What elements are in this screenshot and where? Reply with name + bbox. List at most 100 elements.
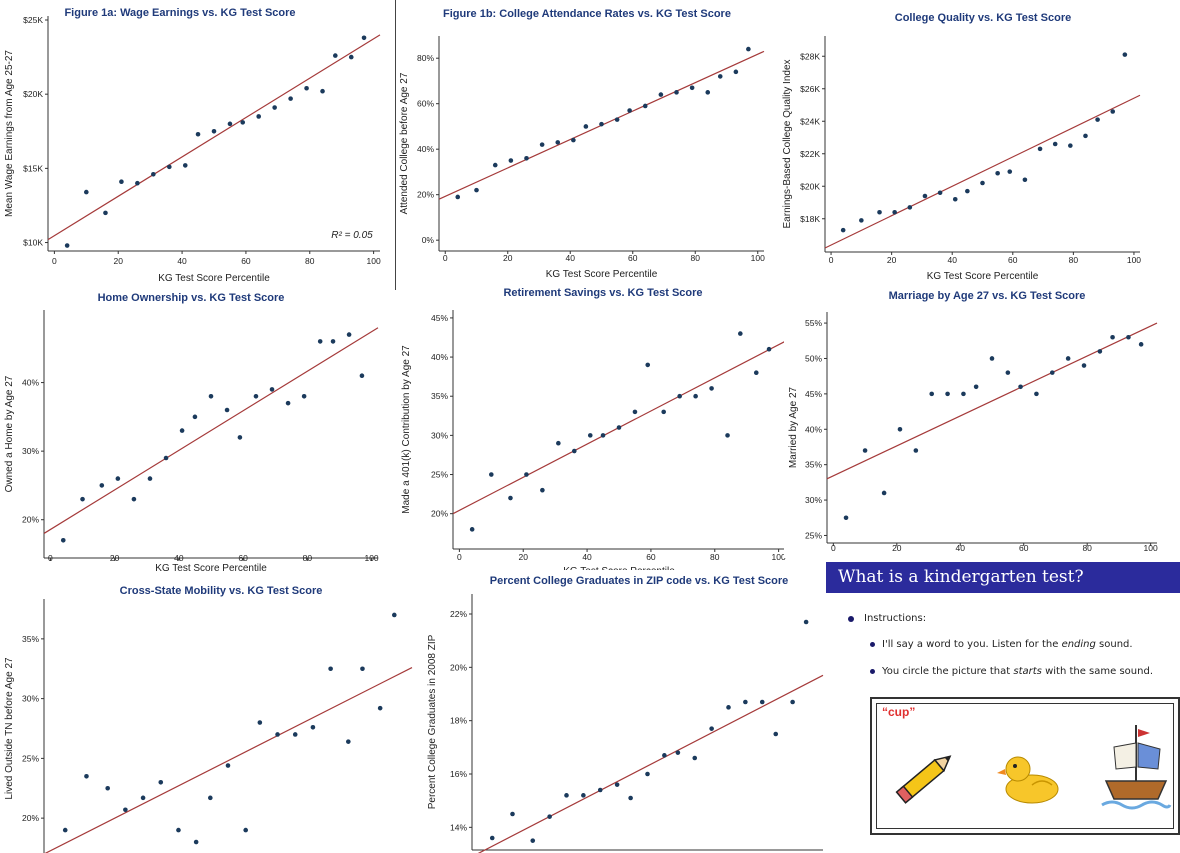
data-point (583, 124, 589, 129)
data-point (989, 356, 995, 361)
data-point (80, 496, 85, 502)
data-point (913, 448, 919, 453)
data-point (674, 90, 679, 95)
y-tick-label: 20% (431, 509, 448, 519)
y-tick-label: 22% (450, 609, 467, 619)
data-point (346, 739, 351, 744)
y-tick-label: 16% (450, 769, 467, 779)
y-axis-label: Earnings-Based College Quality Index (782, 60, 793, 229)
data-point (572, 448, 577, 454)
x-tick-label: 80 (691, 253, 701, 263)
data-point (240, 120, 246, 125)
x-tick-label: 80 (305, 256, 315, 266)
data-point (862, 448, 868, 453)
x-tick-label: 0 (52, 256, 57, 266)
data-point (492, 162, 498, 168)
data-point (489, 835, 495, 841)
x-tick-label: 20 (110, 553, 120, 563)
y-tick-label: $20K (23, 89, 43, 99)
y-axis-label: Mean Wage Earnings from Age 25-27 (4, 50, 15, 217)
data-point (530, 838, 536, 843)
data-point (877, 209, 882, 215)
ship-icon[interactable] (1100, 719, 1172, 819)
data-point (540, 487, 545, 493)
zip-college-grads-plot: Percent College Graduates in ZIP code vs… (427, 575, 824, 853)
chart-title: Marriage by Age 27 vs. KG Test Score (889, 290, 1086, 302)
y-tick-label: $24K (800, 116, 820, 126)
data-point (288, 96, 293, 101)
y-tick-label: 0% (422, 235, 435, 245)
data-point (581, 793, 586, 798)
sub-bullet-1: I'll say a word to you. Listen for the e… (870, 639, 1133, 650)
data-point (182, 163, 188, 168)
data-point (208, 795, 213, 801)
y-tick-label: 40% (431, 352, 448, 362)
data-point (709, 386, 714, 391)
x-tick-label: 60 (1019, 543, 1029, 553)
y-tick-label: $25K (23, 15, 43, 25)
y-tick-label: $18K (800, 214, 820, 224)
data-point (1005, 370, 1011, 375)
data-point (616, 425, 622, 430)
data-point (614, 117, 620, 122)
data-point (359, 373, 365, 379)
sub-bullet-1-text: I'll say a word to you. Listen for the e… (882, 639, 1133, 650)
data-point (662, 753, 667, 758)
y-tick-label: 18% (450, 716, 467, 726)
y-tick-label: 50% (805, 353, 822, 363)
data-point (600, 433, 606, 438)
instructions-label: Instructions: (864, 613, 927, 624)
x-tick-label: 40 (582, 552, 592, 562)
data-point (361, 35, 367, 41)
data-point (131, 496, 137, 502)
data-point (167, 164, 172, 170)
x-tick-label: 80 (303, 553, 313, 563)
data-point (627, 108, 632, 113)
data-point (628, 795, 633, 801)
data-point (965, 188, 970, 194)
data-point (275, 732, 280, 737)
data-point (304, 85, 309, 91)
x-tick-label: 0 (831, 543, 836, 553)
y-tick-label: 25% (805, 530, 822, 540)
data-point (1081, 363, 1087, 368)
data-point (508, 158, 514, 163)
data-point (614, 782, 620, 787)
data-point (392, 612, 397, 618)
data-point (455, 194, 461, 200)
data-point (333, 53, 338, 58)
data-point (547, 814, 552, 819)
x-tick-label: 40 (174, 553, 184, 563)
data-point (84, 774, 89, 779)
instructions-bullet: Instructions: (848, 613, 926, 624)
data-point (840, 227, 846, 233)
x-tick-label: 60 (238, 553, 248, 563)
y-tick-label: 30% (431, 430, 448, 440)
data-point (705, 90, 711, 95)
data-point (1037, 146, 1043, 152)
pencil-icon[interactable] (892, 741, 962, 813)
data-point (922, 193, 928, 199)
x-tick-label: 40 (177, 256, 187, 266)
data-point (733, 69, 739, 75)
x-axis-label: KG Test Score Percentile (158, 273, 270, 284)
data-point (658, 92, 664, 97)
data-point (140, 795, 146, 801)
data-point (1083, 133, 1088, 139)
x-tick-label: 20 (887, 255, 897, 265)
duck-icon[interactable] (996, 751, 1062, 807)
data-point (285, 400, 291, 406)
data-point (599, 121, 604, 127)
x-tick-label: 0 (443, 253, 448, 263)
data-point (1138, 342, 1144, 347)
x-tick-label: 80 (1069, 255, 1079, 265)
data-point (738, 331, 743, 336)
college-quality-plot: College Quality vs. KG Test Score $18K $20… (782, 12, 1141, 282)
x-tick-label: 60 (241, 256, 251, 266)
data-point (1110, 334, 1115, 340)
x-axis-label: KG Test Score Percentile (927, 271, 1039, 282)
x-tick-label: 20 (892, 543, 902, 553)
data-point (64, 243, 70, 248)
data-point (929, 391, 935, 397)
x-axis-label: KG Test Score Percentile (563, 566, 675, 573)
